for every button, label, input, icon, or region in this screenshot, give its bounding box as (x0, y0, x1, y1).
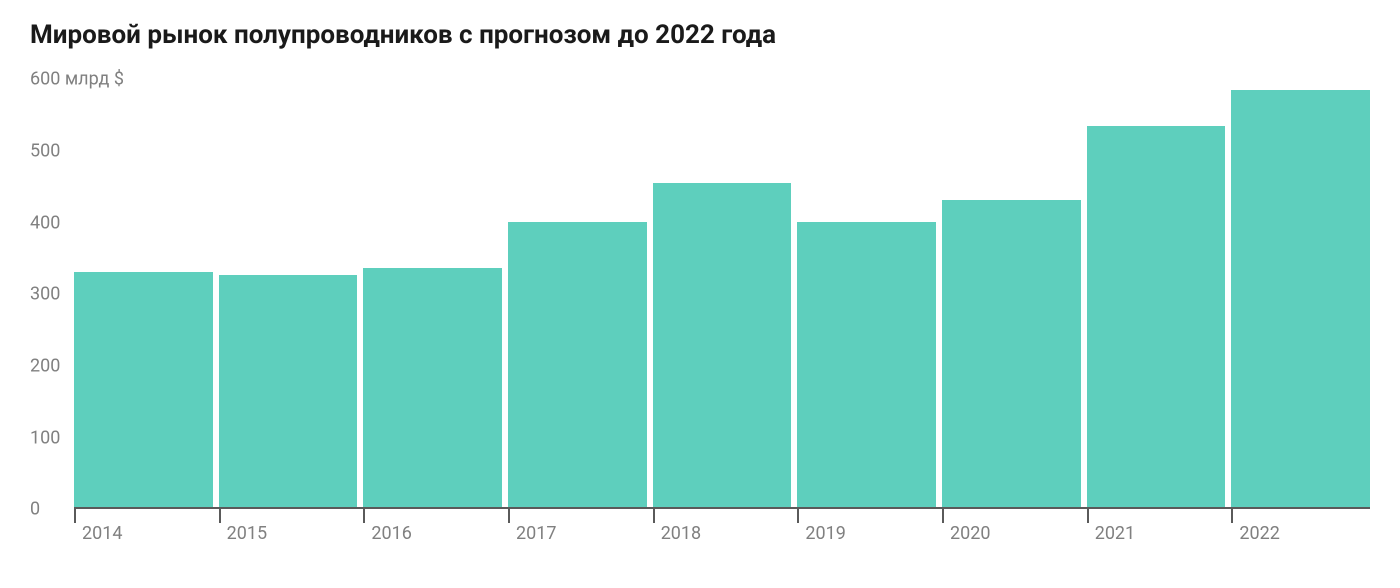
x-tick: 2020 (942, 509, 1081, 523)
x-tick-label: 2014 (82, 523, 122, 544)
y-tick-label: 400 (30, 212, 60, 233)
x-tick: 2021 (1087, 509, 1226, 523)
x-tick-label: 2020 (950, 523, 990, 544)
bar (219, 275, 358, 507)
x-tick-label: 2017 (516, 523, 556, 544)
y-tick-label: 500 (30, 140, 60, 161)
x-tick: 2019 (797, 509, 936, 523)
bar (1231, 90, 1370, 507)
bar (508, 222, 647, 507)
y-tick-label: 300 (30, 284, 60, 305)
x-tick-label: 2022 (1239, 523, 1279, 544)
y-tick-label: 0 (30, 499, 40, 520)
bar (653, 183, 792, 508)
bar (797, 222, 936, 507)
x-tick: 2022 (1231, 509, 1370, 523)
chart-title: Мировой рынок полупроводников с прогнозо… (30, 20, 1370, 51)
x-tick-label: 2016 (371, 523, 411, 544)
x-tick-label: 2015 (227, 523, 267, 544)
x-tick-label: 2019 (805, 523, 845, 544)
x-tick: 2015 (219, 509, 358, 523)
bar (74, 272, 213, 507)
plot-area (74, 79, 1370, 509)
x-tick: 2016 (363, 509, 502, 523)
bar (1087, 126, 1226, 508)
x-tick-label: 2021 (1095, 523, 1135, 544)
y-tick-label: 200 (30, 355, 60, 376)
x-tick: 2018 (653, 509, 792, 523)
bars-group (74, 79, 1370, 507)
x-tick-label: 2018 (661, 523, 701, 544)
chart-container: 0100200300400500600 млрд $ 2014201520162… (30, 79, 1370, 549)
x-tick: 2014 (74, 509, 213, 523)
bar (363, 268, 502, 507)
x-axis: 2014 2015 2016 2017 2018 2019 2020 2021 2022 (74, 509, 1370, 549)
x-tick: 2017 (508, 509, 647, 523)
bar (942, 200, 1081, 507)
y-tick-label: 100 (30, 427, 60, 448)
